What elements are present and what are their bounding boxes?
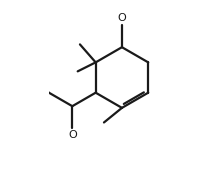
Text: O: O <box>68 130 77 140</box>
Text: O: O <box>118 13 126 23</box>
